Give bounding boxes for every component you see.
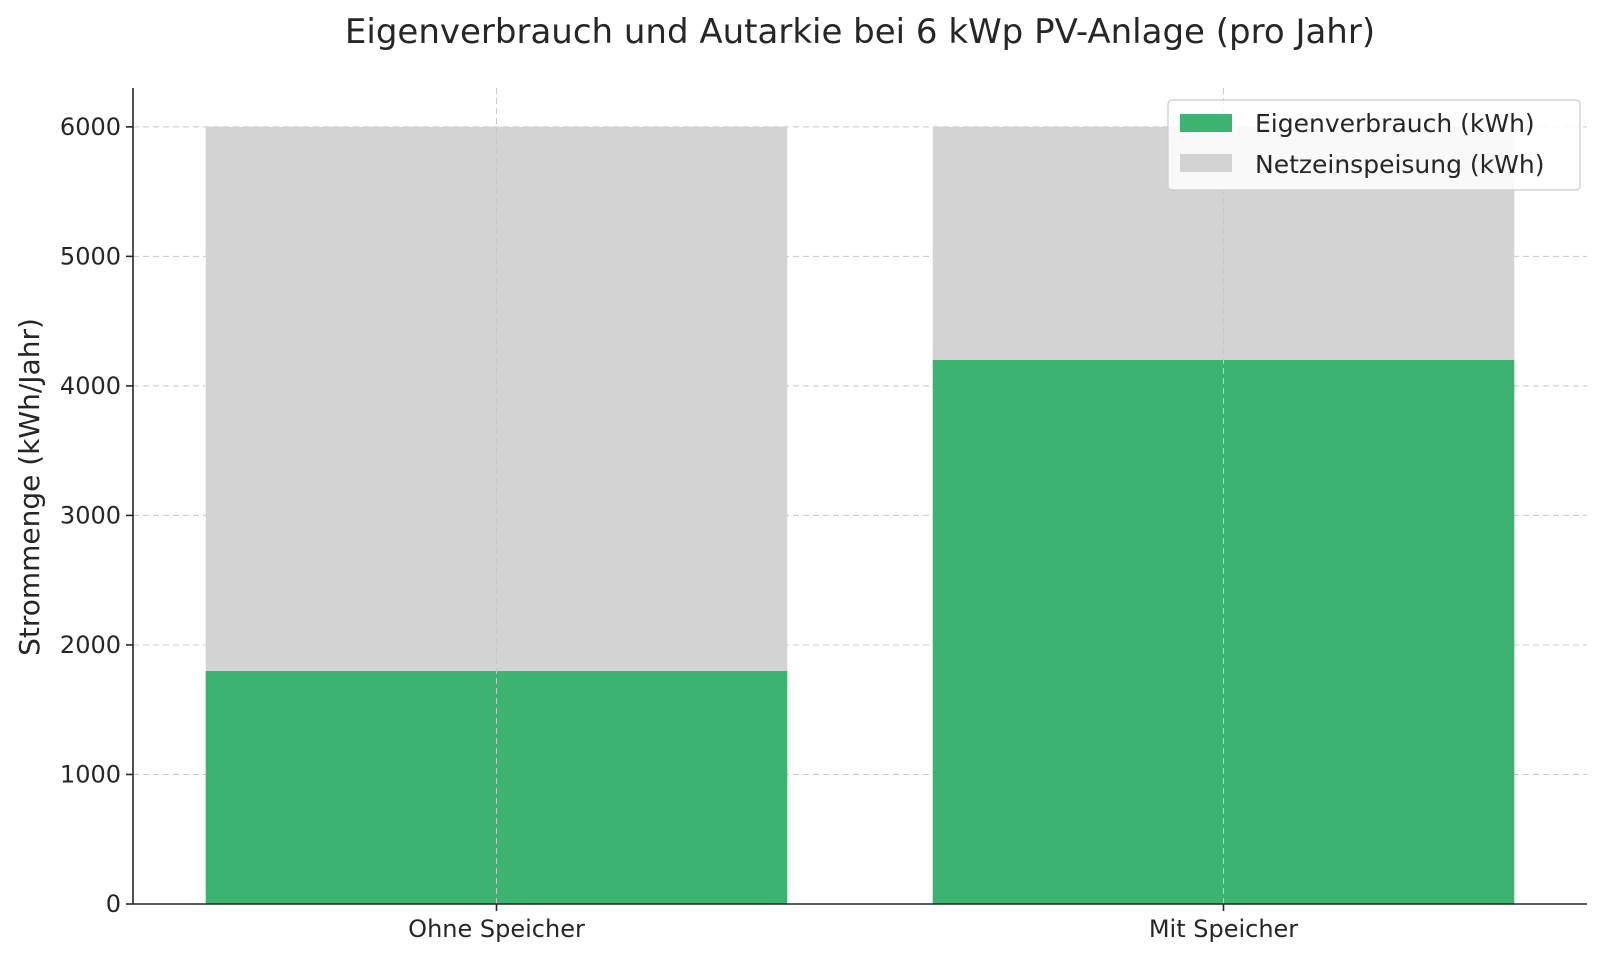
y-tick-label: 2000 [60,631,121,659]
legend: Eigenverbrauch (kWh) Netzeinspeisung (kW… [1167,99,1581,191]
legend-box [1167,99,1581,191]
legend-label-netzeinspeisung: Netzeinspeisung (kWh) [1255,150,1544,179]
y-tick-label: 5000 [60,242,121,270]
y-tick-label: 6000 [60,113,121,141]
legend-label-eigenverbrauch: Eigenverbrauch (kWh) [1255,109,1535,138]
legend-swatch-netzeinspeisung [1180,154,1232,172]
y-tick-label: 0 [106,890,121,918]
y-tick-label: 1000 [60,760,121,788]
y-tick-label: 4000 [60,372,121,400]
y-tick-label: 3000 [60,501,121,529]
y-axis-label: Strommenge (kWh/Jahr) [13,318,46,656]
axes: 0 1000 2000 3000 4000 5000 6000 Ohne Speicher Mi… [60,88,1587,943]
legend-swatch-eigenverbrauch [1180,114,1232,132]
x-tick-label: Ohne Speicher [408,915,585,943]
chart-title: Eigenverbrauch und Autarkie bei 6 kWp PV… [345,12,1375,52]
x-tick-label: Mit Speicher [1149,915,1298,943]
bars [205,88,1515,904]
